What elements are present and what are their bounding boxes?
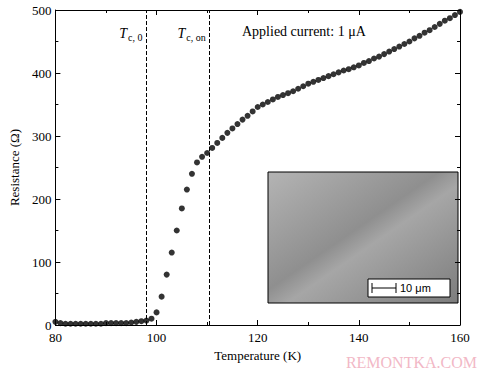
svg-text:Resistance (Ω): Resistance (Ω)	[7, 129, 22, 206]
svg-text:c, on: c, on	[186, 32, 205, 43]
svg-text:100: 100	[32, 255, 52, 270]
svg-text:Temperature (K): Temperature (K)	[214, 348, 301, 363]
svg-text:10 μm: 10 μm	[400, 282, 431, 294]
svg-text:120: 120	[248, 330, 268, 345]
svg-text:400: 400	[32, 66, 52, 81]
svg-text:Applied current: 1 μA: Applied current: 1 μA	[242, 24, 367, 39]
svg-text:T: T	[177, 26, 186, 41]
svg-text:300: 300	[32, 129, 52, 144]
svg-text:140: 140	[349, 330, 369, 345]
svg-text:100: 100	[147, 330, 167, 345]
svg-text:200: 200	[32, 192, 52, 207]
svg-text:500: 500	[32, 3, 52, 18]
svg-text:c, 0: c, 0	[128, 32, 142, 43]
svg-text:REMONTKA.COM: REMONTKA.COM	[346, 354, 477, 371]
svg-text:T: T	[119, 26, 128, 41]
svg-text:160: 160	[450, 330, 470, 345]
svg-text:0: 0	[44, 317, 52, 333]
svg-text:80: 80	[49, 330, 62, 345]
